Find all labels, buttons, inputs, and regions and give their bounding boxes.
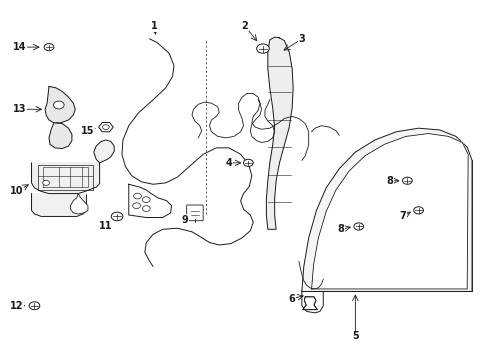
Circle shape (44, 44, 54, 51)
Polygon shape (70, 194, 88, 214)
FancyBboxPatch shape (186, 205, 203, 221)
Circle shape (102, 125, 109, 130)
Polygon shape (31, 194, 86, 216)
Circle shape (111, 212, 122, 221)
Circle shape (243, 159, 253, 166)
Circle shape (353, 223, 363, 230)
Text: 1: 1 (151, 21, 158, 31)
Circle shape (413, 207, 423, 214)
Text: 8: 8 (337, 224, 344, 234)
Text: 13: 13 (13, 104, 26, 114)
Circle shape (53, 101, 64, 109)
Polygon shape (302, 297, 317, 310)
Text: 9: 9 (182, 215, 188, 225)
Text: 10: 10 (10, 186, 23, 197)
Polygon shape (49, 123, 72, 149)
Text: 11: 11 (99, 221, 112, 231)
Text: 5: 5 (351, 332, 358, 342)
Polygon shape (266, 37, 292, 229)
Polygon shape (311, 134, 467, 289)
Polygon shape (45, 86, 75, 123)
Polygon shape (301, 128, 471, 292)
Text: 4: 4 (225, 158, 232, 168)
Circle shape (133, 193, 141, 199)
Text: 3: 3 (298, 34, 305, 44)
Text: 12: 12 (10, 301, 23, 311)
Text: 2: 2 (241, 21, 247, 31)
Circle shape (42, 180, 49, 185)
Text: 14: 14 (13, 42, 26, 52)
Circle shape (29, 302, 40, 310)
Text: 7: 7 (398, 211, 405, 221)
Polygon shape (31, 140, 114, 194)
Text: 6: 6 (288, 294, 295, 303)
Circle shape (142, 206, 150, 211)
Circle shape (256, 44, 269, 53)
Circle shape (142, 197, 150, 203)
Text: 8: 8 (385, 176, 392, 186)
Text: 15: 15 (81, 126, 95, 136)
Circle shape (132, 203, 140, 208)
Polygon shape (99, 122, 113, 132)
Circle shape (402, 177, 411, 184)
